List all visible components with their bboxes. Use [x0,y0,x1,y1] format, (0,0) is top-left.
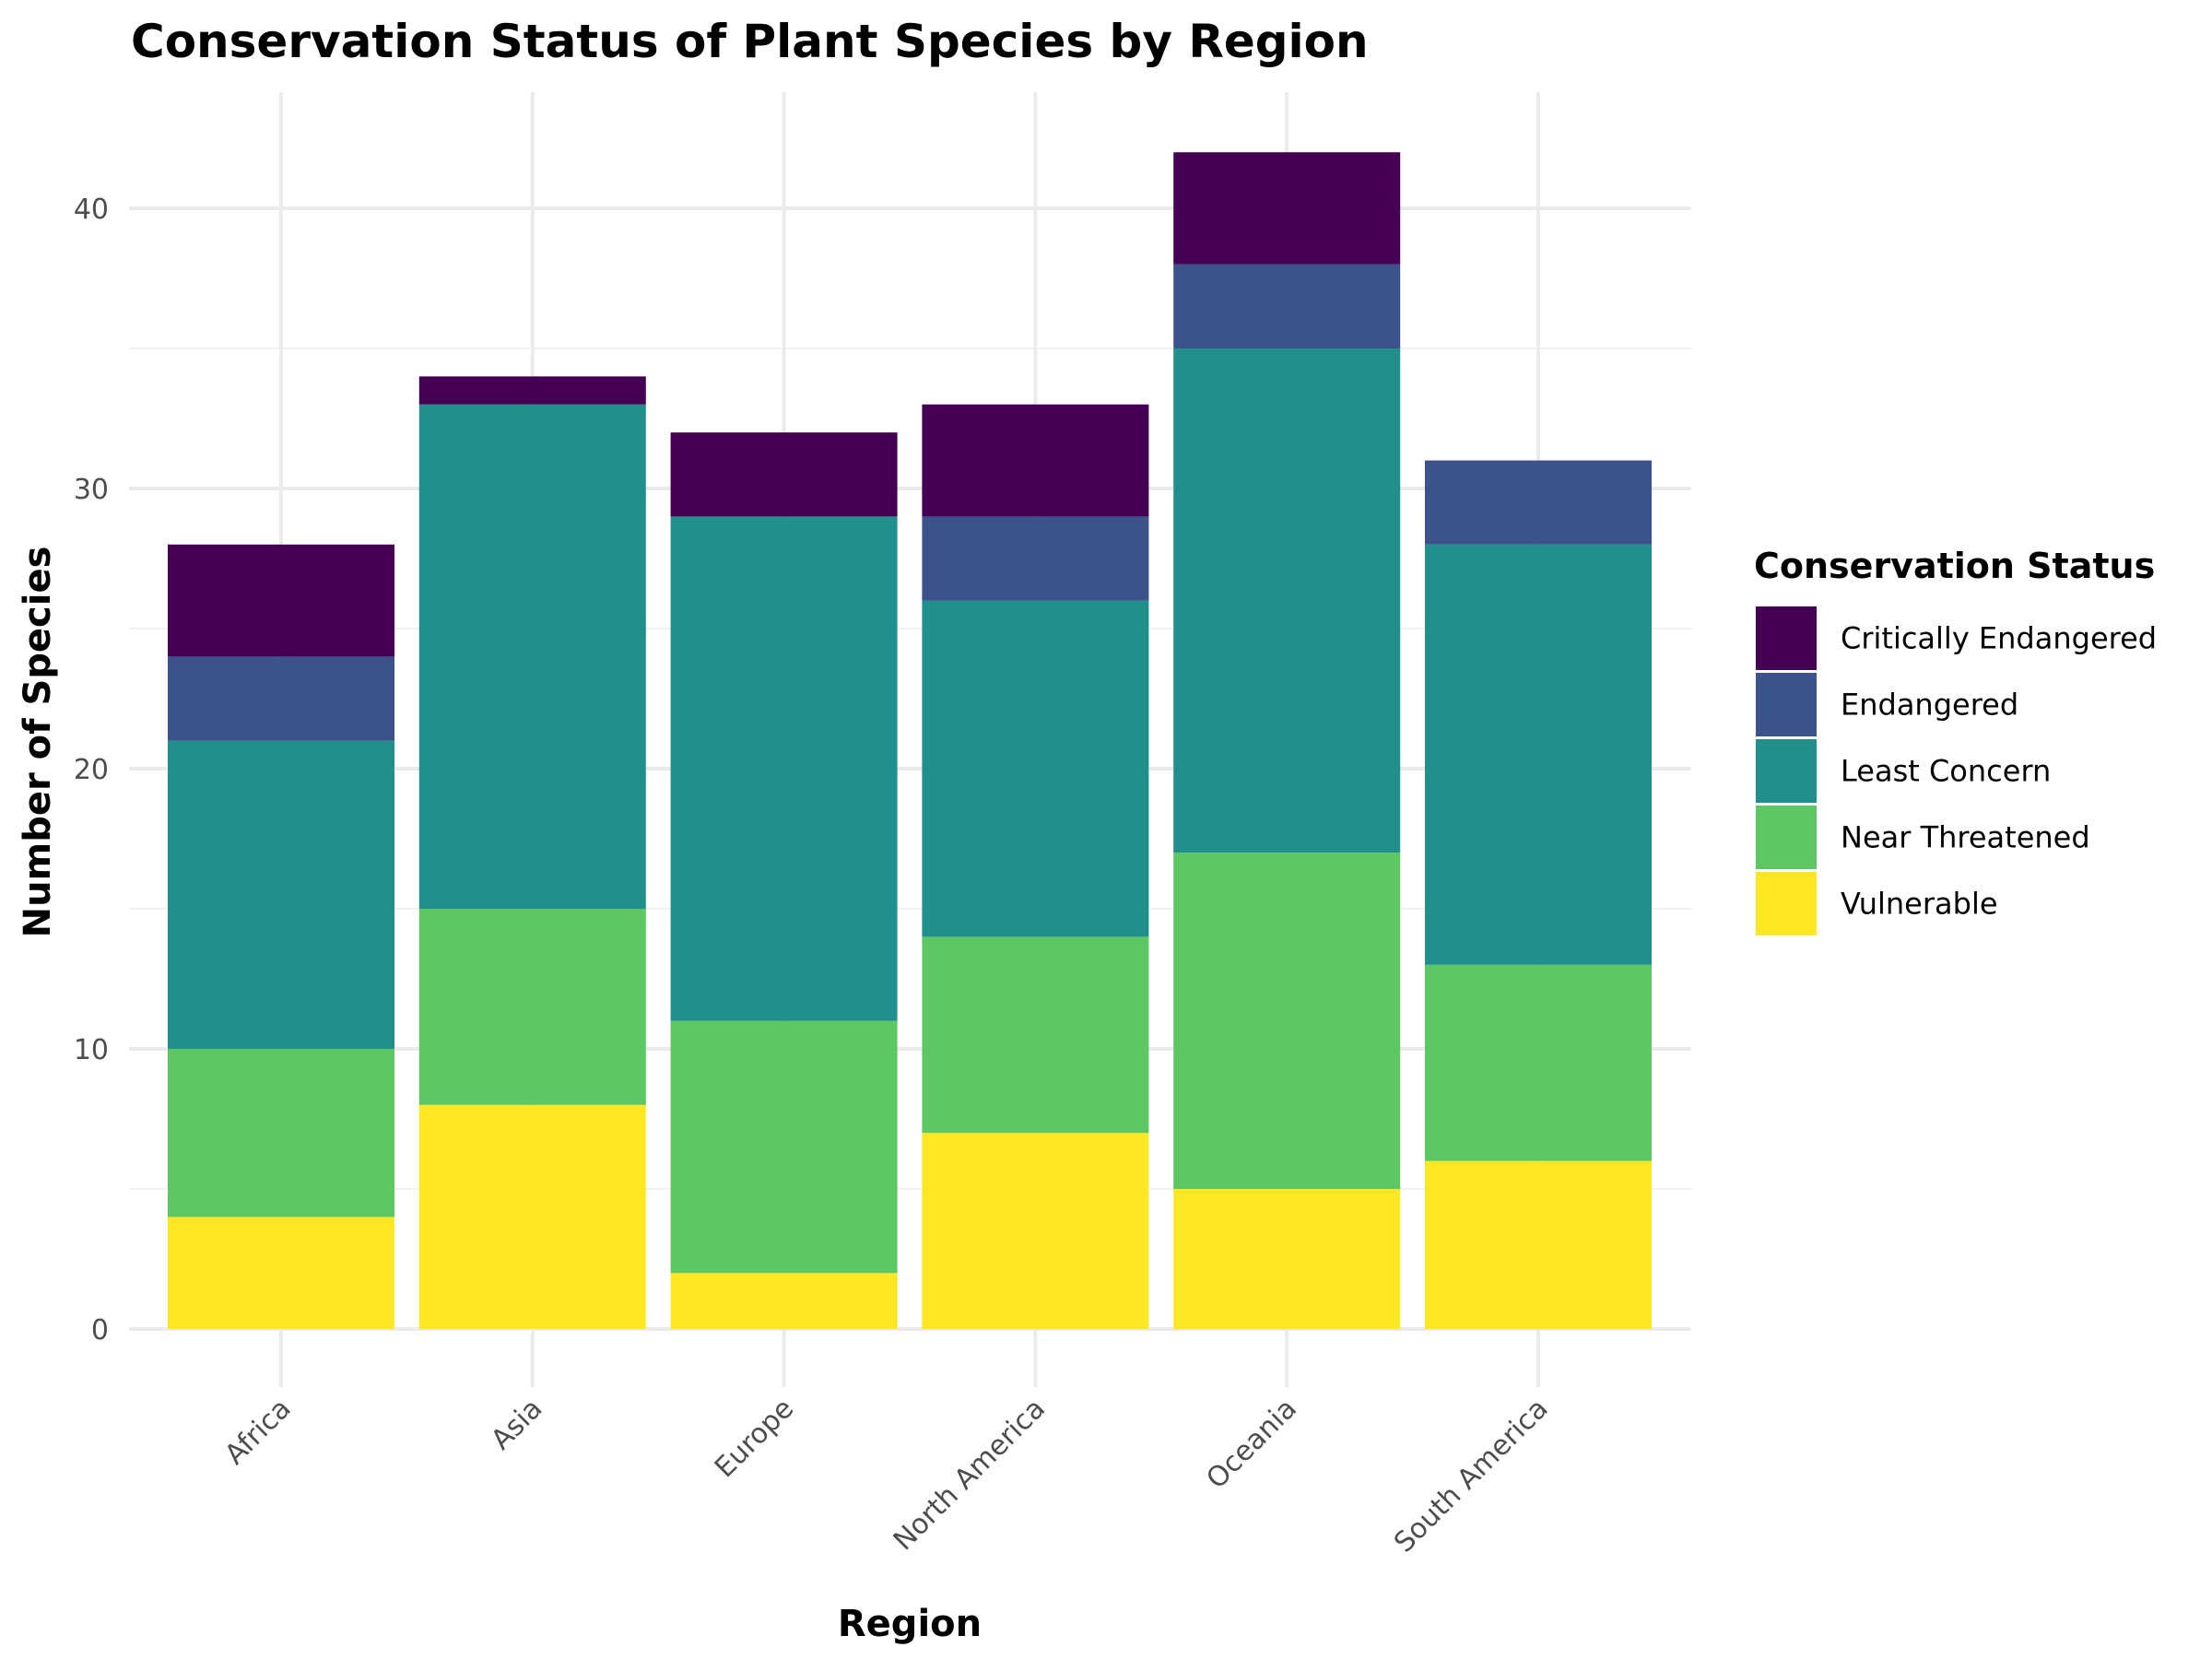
bar-segment-africa-least-concern: Africa – Least Concern: 11 [168,740,394,1049]
bar-segment-north-america-least-concern: North America – Least Concern: 12 [922,600,1149,937]
x-axis-title: Region [838,1603,982,1645]
bar-segment-europe-vulnerable: Europe – Vulnerable: 2 [670,1273,898,1329]
bar-segment-north-america-near-threatened: North America – Near Threatened: 7 [922,936,1149,1134]
bar-segment-africa-near-threatened: Africa – Near Threatened: 6 [168,1049,394,1218]
bar-segment-oceania-critically-endangered: Oceania – Critically Endangered: 4 [1173,152,1401,265]
bar-segment-africa-vulnerable: Africa – Vulnerable: 4 [168,1217,394,1329]
legend-label: Critically Endangered [1841,621,2157,656]
legend-key-near-threatened [1756,806,1817,869]
y-tick-label: 10 [74,1034,109,1066]
bar-segment-south-america-near-threatened: South America – Near Threatened: 7 [1425,964,1652,1161]
legend-title: Conservation Status [1754,546,2155,586]
bar-segment-asia-near-threatened: Asia – Near Threatened: 7 [418,909,646,1105]
bar-segment-oceania-vulnerable: Oceania – Vulnerable: 5 [1173,1189,1401,1329]
bar-segment-oceania-endangered: Oceania – Endangered: 3 [1173,264,1401,348]
bar-segment-europe-least-concern: Europe – Least Concern: 18 [670,516,898,1021]
legend-label: Near Threatened [1841,820,2090,855]
x-tick-label: North America [888,1393,1052,1557]
bar-segment-africa-endangered: Africa – Endangered: 3 [168,656,394,741]
x-tick-label: South America [1388,1393,1555,1559]
bar-segment-north-america-critically-endangered: North America – Critically Endangered: 4 [922,404,1149,517]
bar-segment-oceania-near-threatened: Oceania – Near Threatened: 12 [1173,853,1401,1189]
bar-segment-north-america-vulnerable: North America – Vulnerable: 7 [922,1133,1149,1329]
bar-segment-north-america-endangered: North America – Endangered: 3 [922,516,1149,601]
bar-segment-europe-near-threatened: Europe – Near Threatened: 9 [670,1020,898,1274]
y-axis-title: Number of Species [17,547,59,938]
x-tick-label: Africa [218,1393,297,1471]
bars: Africa – Vulnerable: 4Africa – Near Thre… [168,152,1652,1329]
x-axis-ticks: Africa Asia Europe North America Oceania Sout… [218,1393,1554,1559]
y-tick-label: 0 [91,1314,109,1347]
y-tick-label: 30 [74,474,109,506]
legend-key-critically-endangered [1756,606,1817,670]
y-tick-label: 20 [74,754,109,786]
bar-segment-oceania-least-concern: Oceania – Least Concern: 18 [1173,348,1401,853]
bar-segment-asia-vulnerable: Asia – Vulnerable: 8 [418,1104,646,1329]
legend-key-endangered [1756,673,1817,736]
legend-label: Vulnerable [1841,887,1998,922]
bar-segment-asia-critically-endangered: Asia – Critically Endangered: 1 [418,376,646,405]
bar-segment-south-america-vulnerable: South America – Vulnerable: 6 [1425,1160,1652,1329]
x-tick-label: Europe [709,1393,800,1484]
legend-key-vulnerable [1756,872,1817,935]
y-tick-label: 40 [74,194,109,226]
bar-segment-europe-critically-endangered: Europe – Critically Endangered: 3 [670,432,898,517]
chart-title: Conservation Status of Plant Species by … [131,15,1369,68]
y-axis-ticks: 0 10 20 30 40 [74,194,109,1347]
legend-key-least-concern [1756,739,1817,803]
x-tick-label: Oceania [1200,1393,1303,1496]
bar-segment-south-america-endangered: South America – Endangered: 3 [1425,460,1652,545]
bar-segment-asia-least-concern: Asia – Least Concern: 18 [418,404,646,909]
legend: Conservation Status Critically Endangere… [1754,546,2157,935]
legend-label: Least Concern [1841,754,2051,789]
x-tick-label: Asia [485,1393,548,1456]
legend-label: Endangered [1841,688,2018,723]
bar-segment-south-america-least-concern: South America – Least Concern: 15 [1425,544,1652,965]
bar-segment-africa-critically-endangered: Africa – Critically Endangered: 4 [168,544,394,657]
